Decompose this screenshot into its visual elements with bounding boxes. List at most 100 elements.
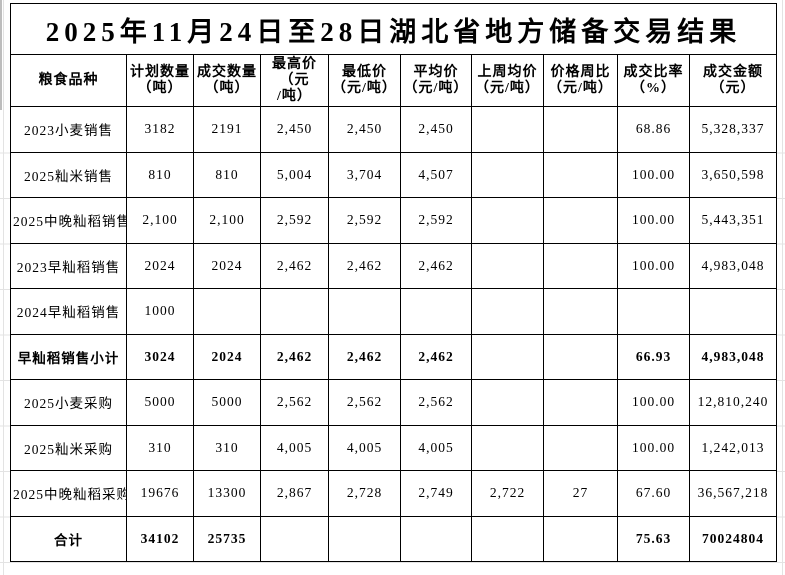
value-cell: 2,462 (400, 242, 472, 289)
value-cell (471, 197, 544, 244)
value-cell: 810 (193, 151, 261, 198)
value-cell: 1000 (126, 288, 194, 335)
value-cell: 2,722 (471, 470, 544, 517)
value-cell: 3182 (126, 106, 194, 153)
value-cell: 4,983,048 (688, 242, 778, 289)
value-cell: 2191 (193, 106, 261, 153)
table-row: 2025籼米采购 310 310 4,005 4,005 4,005 100.00 1,242… (10, 424, 778, 471)
value-cell: 5,443,351 (688, 197, 778, 244)
value-cell (543, 424, 618, 471)
column-header-price-week-change: 价格周比 （元/吨） (543, 54, 618, 107)
value-cell: 3,704 (328, 151, 401, 198)
value-cell: 75.63 (617, 515, 690, 562)
value-cell (471, 379, 544, 426)
value-cell: 2,728 (328, 470, 401, 517)
value-cell: 2,592 (260, 197, 329, 244)
value-cell: 2024 (193, 242, 261, 289)
grain-variety-cell: 2025籼米采购 (10, 424, 127, 471)
value-cell (471, 515, 544, 562)
value-cell: 2,450 (400, 106, 472, 153)
value-cell: 100.00 (617, 151, 690, 198)
page-title: 2025年11月24日至28日湖北省地方储备交易结果 (9, 3, 778, 55)
value-cell: 70024804 (688, 515, 778, 562)
value-cell: 100.00 (617, 424, 690, 471)
table-row: 2023早籼稻销售 2024 2024 2,462 2,462 2,462 100.00 4,… (10, 242, 778, 289)
value-cell: 2,867 (260, 470, 329, 517)
value-cell (471, 333, 544, 380)
value-cell: 5000 (193, 379, 261, 426)
column-header-grain-variety: 粮食品种 (10, 54, 127, 107)
value-cell: 3,650,598 (688, 151, 778, 198)
column-header-row: 粮食品种 计划数量 （吨） 成交数量 （吨） 最高价 （元 /吨） 最低价 （元/吨）平… (10, 54, 778, 107)
value-cell: 67.60 (617, 470, 690, 517)
value-cell (543, 288, 618, 335)
background-column-gridline-right (782, 0, 783, 575)
table-row: 早籼稻销售小计 3024 2024 2,462 2,462 2,462 66.93 4,983… (10, 333, 778, 380)
title-row: 2025年11月24日至28日湖北省地方储备交易结果 (9, 3, 778, 55)
value-cell (543, 197, 618, 244)
value-cell (328, 515, 401, 562)
value-cell (193, 288, 261, 335)
value-cell (471, 288, 544, 335)
value-cell: 2024 (193, 333, 261, 380)
value-cell (543, 333, 618, 380)
value-cell (471, 151, 544, 198)
value-cell: 2,592 (400, 197, 472, 244)
value-cell: 100.00 (617, 197, 690, 244)
value-cell: 25735 (193, 515, 261, 562)
value-cell: 5,004 (260, 151, 329, 198)
value-cell: 5000 (126, 379, 194, 426)
value-cell: 13300 (193, 470, 261, 517)
value-cell (400, 288, 472, 335)
value-cell: 27 (543, 470, 618, 517)
value-cell: 3024 (126, 333, 194, 380)
value-cell (543, 151, 618, 198)
column-header-lowest-price: 最低价 （元/吨） (328, 54, 401, 107)
grain-variety-cell: 2025籼米销售 (10, 151, 127, 198)
value-cell: 2,749 (400, 470, 472, 517)
column-header-traded-quantity: 成交数量 （吨） (193, 54, 261, 107)
column-header-last-week-avg-price: 上周均价 （元/吨） (471, 54, 544, 107)
value-cell: 310 (126, 424, 194, 471)
value-cell: 2,100 (126, 197, 194, 244)
value-cell: 2,450 (260, 106, 329, 153)
value-cell: 2,562 (260, 379, 329, 426)
value-cell: 34102 (126, 515, 194, 562)
value-cell: 2,462 (260, 333, 329, 380)
value-cell: 19676 (126, 470, 194, 517)
value-cell (260, 515, 329, 562)
table-row: 2023小麦销售 3182 2191 2,450 2,450 2,450 68.86 5,32… (10, 106, 778, 153)
value-cell: 100.00 (617, 242, 690, 289)
value-cell: 68.86 (617, 106, 690, 153)
value-cell: 2,562 (328, 379, 401, 426)
value-cell: 1,242,013 (688, 424, 778, 471)
grain-variety-cell: 2024早籼稻销售 (10, 288, 127, 335)
window-edge (0, 0, 2, 110)
trade-results-table: 2025年11月24日至28日湖北省地方储备交易结果 粮食品种 计划数量 （吨）成… (9, 3, 778, 562)
value-cell (328, 288, 401, 335)
value-cell (543, 242, 618, 289)
grain-variety-cell: 2025中晚籼稻采购 (10, 470, 127, 517)
value-cell: 810 (126, 151, 194, 198)
value-cell: 2024 (126, 242, 194, 289)
value-cell: 4,005 (400, 424, 472, 471)
table-row: 2025中晚籼稻采购 19676 13300 2,867 2,728 2,749 2,722… (10, 470, 778, 517)
value-cell: 2,562 (400, 379, 472, 426)
column-header-average-price: 平均价 （元/吨） (400, 54, 472, 107)
value-cell: 2,462 (260, 242, 329, 289)
grain-variety-cell: 2023早籼稻销售 (10, 242, 127, 289)
column-header-trade-ratio: 成交比率 （%） (617, 54, 690, 107)
grain-variety-cell: 早籼稻销售小计 (10, 333, 127, 380)
column-header-planned-quantity: 计划数量 （吨） (126, 54, 194, 107)
value-cell (471, 242, 544, 289)
value-cell: 2,592 (328, 197, 401, 244)
table-row: 2025籼米销售 810 810 5,004 3,704 4,507 100.00 3,650… (10, 151, 778, 198)
table-row: 2024早籼稻销售 1000 (10, 288, 778, 335)
grain-variety-cell: 合计 (10, 515, 127, 562)
value-cell: 4,507 (400, 151, 472, 198)
value-cell (260, 288, 329, 335)
value-cell (543, 379, 618, 426)
value-cell (400, 515, 472, 562)
value-cell: 4,005 (260, 424, 329, 471)
value-cell: 12,810,240 (688, 379, 778, 426)
